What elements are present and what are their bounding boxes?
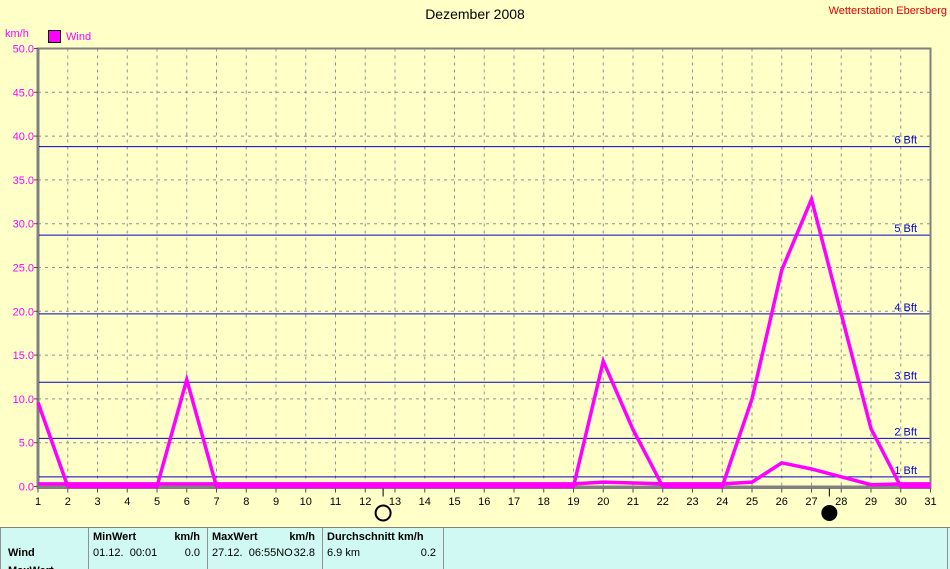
x-tick-label: 28 bbox=[835, 496, 847, 508]
x-tick-label: 31 bbox=[924, 496, 936, 508]
wind-line-chart: 1 Bft 2 Bft 3 Bft 4 Bft 5 Bft 6 Bft 0.0 5.0 10.0… bbox=[13, 44, 937, 522]
y-tick-label: 15.0 bbox=[13, 350, 34, 362]
table-divider bbox=[322, 528, 323, 569]
beaufort-label: 3 Bft bbox=[894, 370, 917, 382]
x-tick-label: 21 bbox=[627, 496, 639, 508]
x-tick-label: 16 bbox=[478, 496, 490, 508]
new-moon-icon bbox=[821, 505, 838, 521]
y-tick-label: 10.0 bbox=[13, 394, 34, 406]
station-name: Wetterstation Ebersberg bbox=[828, 5, 947, 17]
x-tick-label: 15 bbox=[448, 496, 460, 508]
x-tick-label: 26 bbox=[776, 496, 788, 508]
x-tick-label: 20 bbox=[597, 496, 609, 508]
x-tick-label: 5 bbox=[154, 496, 160, 508]
x-tick-label: 7 bbox=[213, 496, 219, 508]
stats-col-minwert: MinWert km/h 01.12. 00:01 0.0 bbox=[88, 528, 207, 569]
table-divider bbox=[88, 528, 89, 569]
y-tick-label: 5.0 bbox=[19, 438, 34, 450]
x-tick-label: 17 bbox=[508, 496, 520, 508]
x-tick-label: 10 bbox=[300, 496, 312, 508]
minwert-unit: km/h bbox=[174, 531, 200, 543]
stats-col-durchschnitt: Durchschnitt km/h 6.9 km 0.2 bbox=[322, 528, 443, 569]
y-tick-label: 25.0 bbox=[13, 263, 34, 275]
legend-label: Wind bbox=[66, 30, 92, 43]
x-tick-label: 13 bbox=[389, 496, 401, 508]
x-tick-label: 3 bbox=[94, 496, 100, 508]
x-tick-label: 19 bbox=[567, 496, 579, 508]
wind-max-line bbox=[36, 193, 931, 489]
wind-avg-line bbox=[38, 460, 931, 487]
x-tick-label: 14 bbox=[419, 496, 431, 508]
x-tick-label: 12 bbox=[359, 496, 371, 508]
x-tick-label: 22 bbox=[657, 496, 669, 508]
stats-next-row-label-clipped: MaxWert bbox=[8, 565, 54, 569]
legend: Wind bbox=[48, 30, 91, 43]
maxwert-unit: km/h bbox=[289, 531, 315, 543]
x-tick-label: 1 bbox=[35, 496, 41, 508]
durchschnitt-header: Durchschnitt km/h bbox=[327, 531, 424, 543]
x-tick-label: 6 bbox=[184, 496, 190, 508]
x-tick-label: 9 bbox=[273, 496, 279, 508]
x-tick-label: 18 bbox=[538, 496, 550, 508]
x-tick-label: 8 bbox=[243, 496, 249, 508]
x-tick-label: 4 bbox=[124, 496, 130, 508]
beaufort-label: 2 Bft bbox=[894, 426, 917, 438]
beaufort-label: 1 Bft bbox=[894, 465, 917, 477]
maxwert-datetime: 27.12. 06:55NO bbox=[212, 547, 293, 559]
beaufort-label: 4 Bft bbox=[894, 302, 917, 314]
x-tick-label: 27 bbox=[805, 496, 817, 508]
x-tick-label: 30 bbox=[895, 496, 907, 508]
x-tick-label: 11 bbox=[330, 496, 341, 508]
y-tick-label: 45.0 bbox=[13, 87, 34, 99]
y-tick-label: 20.0 bbox=[13, 306, 34, 318]
maxwert-header: MaxWert bbox=[212, 531, 258, 543]
maxwert-value: 32.8 bbox=[293, 547, 315, 559]
y-tick-label: 35.0 bbox=[13, 175, 34, 187]
table-divider bbox=[207, 528, 208, 569]
full-moon-icon bbox=[374, 504, 392, 522]
x-tick-label: 25 bbox=[746, 496, 758, 508]
x-tick-label: 29 bbox=[865, 496, 877, 508]
y-tick-label: 40.0 bbox=[13, 131, 34, 143]
beaufort-label: 6 Bft bbox=[894, 135, 917, 147]
durchschnitt-windrun: 6.9 km bbox=[327, 547, 361, 559]
y-tick-label: 30.0 bbox=[13, 219, 34, 231]
minwert-header: MinWert bbox=[93, 531, 137, 543]
table-divider bbox=[947, 528, 948, 569]
page-title: Dezember 2008 bbox=[425, 6, 525, 22]
durchschnitt-value: 0.2 bbox=[420, 547, 436, 559]
stats-table: Wind MaxWert MinWert km/h 01.12. 00:01 0… bbox=[0, 527, 950, 569]
y-axis-unit-label: km/h bbox=[5, 28, 29, 40]
y-tick-label: 0.0 bbox=[19, 482, 34, 494]
minwert-datetime: 01.12. 00:01 bbox=[93, 547, 158, 559]
x-tick-label: 2 bbox=[65, 496, 71, 508]
x-tick-label: 24 bbox=[716, 496, 728, 508]
minwert-value: 0.0 bbox=[184, 547, 200, 559]
beaufort-label: 5 Bft bbox=[894, 223, 917, 235]
x-tick-label: 23 bbox=[686, 496, 698, 508]
stats-row-label: Wind bbox=[8, 547, 35, 559]
table-divider bbox=[0, 528, 1, 569]
y-tick-label: 50.0 bbox=[13, 44, 34, 56]
table-divider bbox=[443, 528, 444, 569]
wind-series-swatch-icon bbox=[48, 30, 61, 43]
stats-col-maxwert: MaxWert km/h 27.12. 06:55NO 32.8 bbox=[207, 528, 322, 569]
